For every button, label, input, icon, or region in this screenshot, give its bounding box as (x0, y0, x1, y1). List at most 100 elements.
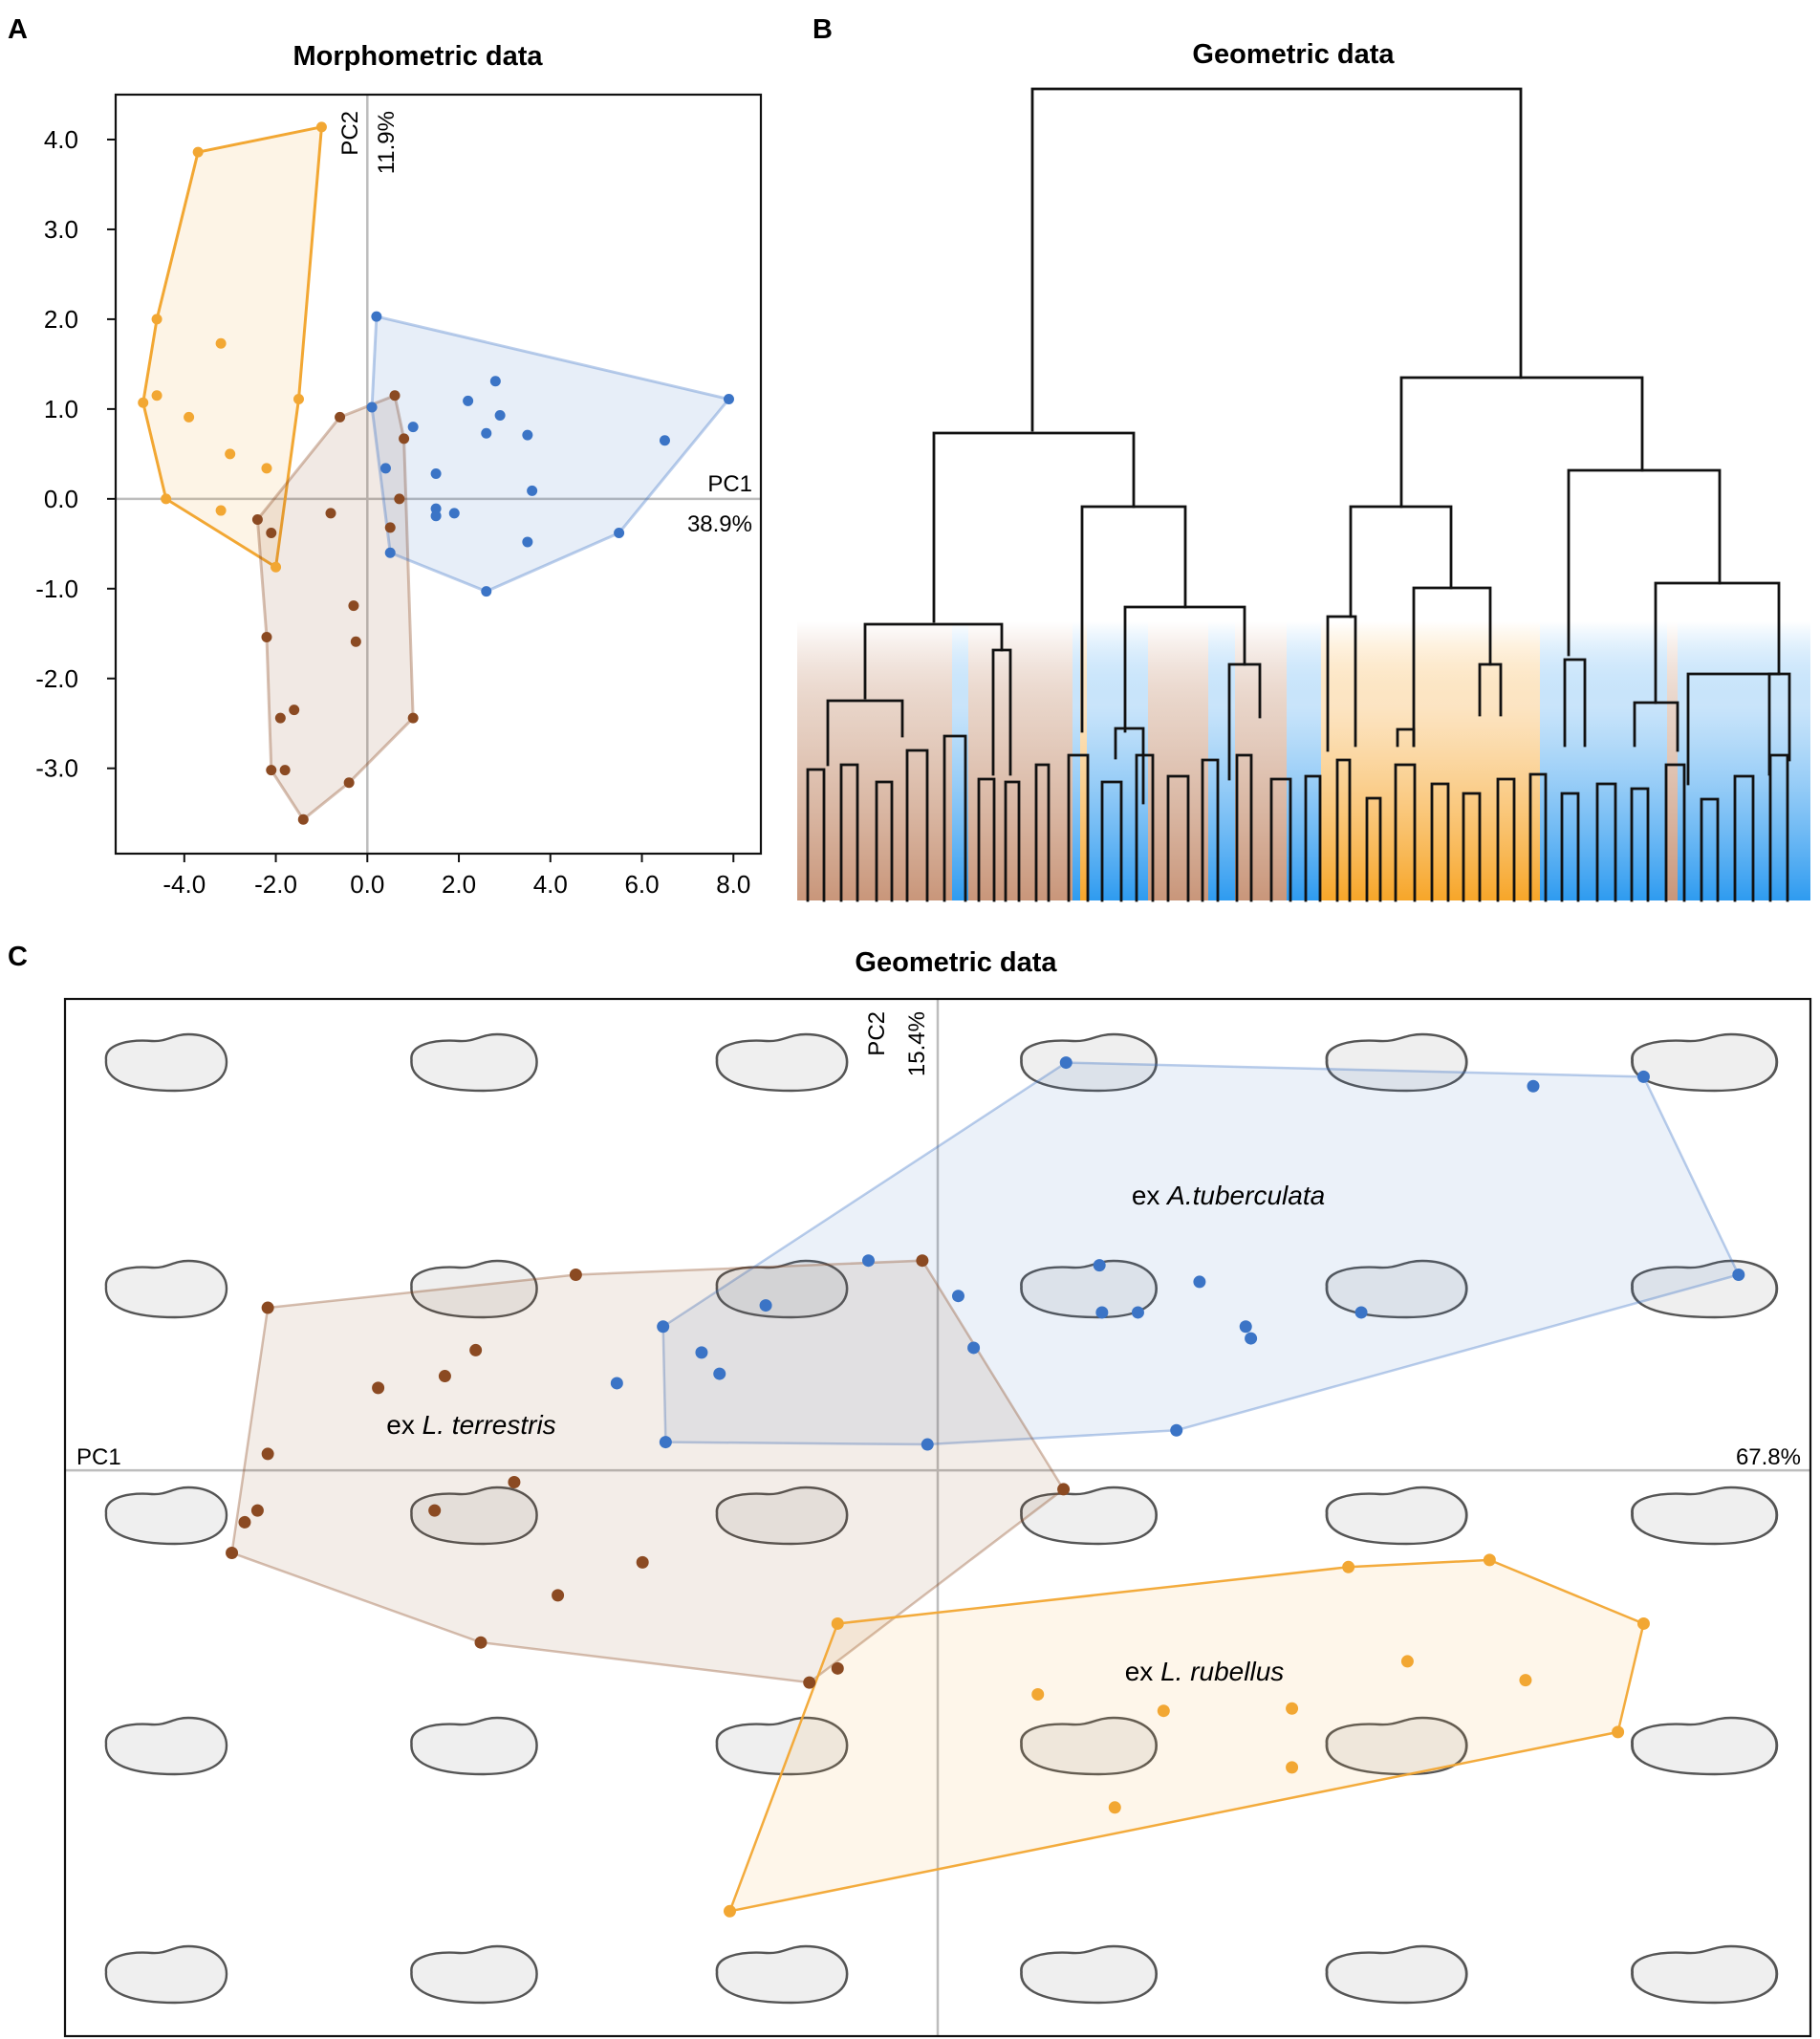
point-terrestris (266, 765, 277, 776)
dendrogram-band-terrestris (797, 621, 952, 900)
point-rubellus (1483, 1553, 1496, 1567)
point-tuberculata (861, 1254, 875, 1268)
dendrogram-branch (1396, 727, 1416, 748)
dendrogram-left-clade (932, 431, 1136, 623)
x-tick-label: 6.0 (624, 870, 659, 899)
point-terrestris (343, 777, 355, 789)
point-rubellus (315, 121, 327, 133)
point-tuberculata (1354, 1306, 1368, 1319)
point-tuberculata (614, 528, 625, 539)
shape-outline (1631, 1032, 1779, 1093)
point-tuberculata (430, 510, 442, 522)
dendrogram-leaf-pair (1304, 774, 1322, 902)
dendrogram-band-tuberculata (1087, 621, 1148, 900)
shape-outline (104, 1944, 228, 2005)
dendrogram-leaf-pair (1630, 787, 1650, 902)
dendrogram-leaf-pair (1664, 763, 1686, 902)
point-tuberculata (481, 427, 492, 439)
shape-outline (1020, 1259, 1159, 1319)
dendrogram-branch (1080, 505, 1187, 733)
dendrogram-leaf-pair (1496, 777, 1516, 902)
panel-a-pc2-label: PC2 (337, 111, 363, 156)
point-tuberculata (463, 395, 474, 406)
group-label-terrestris: ex L. terrestris (386, 1410, 555, 1440)
point-terrestris (289, 705, 300, 716)
x-tick-label: -2.0 (254, 870, 297, 899)
shape-outline (104, 1486, 228, 1546)
dendrogram-root (1030, 87, 1523, 432)
point-rubellus (1286, 1761, 1299, 1774)
point-terrestris (438, 1370, 451, 1383)
point-terrestris (335, 411, 346, 423)
point-terrestris (469, 1343, 483, 1356)
point-tuberculata (951, 1290, 964, 1303)
point-rubellus (215, 505, 227, 516)
point-tuberculata (967, 1341, 981, 1355)
dendrogram-branch (1654, 581, 1781, 705)
point-rubellus (192, 146, 204, 158)
point-tuberculata (659, 435, 670, 446)
shape-outline (1020, 1716, 1159, 1776)
panel-a-pc1-pct: 38.9% (687, 511, 752, 537)
dendrogram-branch (1686, 672, 1781, 786)
dendrogram-band-terrestris (1148, 621, 1208, 900)
point-tuberculata (1193, 1275, 1206, 1289)
point-terrestris (250, 1504, 264, 1517)
hull-tuberculata (370, 315, 732, 594)
panel-label-a: A (8, 14, 28, 45)
point-rubellus (271, 561, 282, 573)
shape-outline (1325, 1259, 1468, 1319)
shape-outline (715, 1944, 849, 2005)
dendrogram-branch (1123, 605, 1246, 733)
point-rubellus (1636, 1616, 1650, 1630)
point-rubellus (831, 1616, 844, 1630)
point-tuberculata (1239, 1320, 1252, 1334)
point-tuberculata (522, 536, 533, 548)
dendrogram-leaf-pair (1269, 777, 1292, 902)
dendrogram-leaf-pair (1067, 753, 1090, 902)
dendrogram-band-rubellus (1321, 621, 1540, 900)
panel-b-title: Geometric data (1192, 39, 1395, 70)
point-terrestris (384, 522, 396, 533)
point-rubellus (723, 1904, 736, 1918)
point-terrestris (803, 1676, 816, 1689)
point-rubellus (184, 411, 195, 423)
panel-a-pc1-label: PC1 (707, 471, 752, 497)
point-rubellus (1519, 1674, 1532, 1687)
dendrogram-band-terrestris (968, 621, 1072, 900)
point-tuberculata (921, 1438, 934, 1451)
panel-c-pc2-pct: 15.4% (904, 1011, 930, 1076)
shape-outline (1631, 1716, 1779, 1776)
dendrogram-leaf-pair (1365, 796, 1382, 902)
point-terrestris (552, 1589, 565, 1602)
dendrogram-leaf-pair (1462, 792, 1482, 902)
point-terrestris (226, 1546, 239, 1559)
dendrogram-leaf-pair (1733, 774, 1755, 902)
panel-c-pc2-label: PC2 (864, 1011, 890, 1056)
point-tuberculata (657, 1320, 670, 1334)
dendrogram-branch (1563, 658, 1587, 748)
point-tuberculata (522, 429, 533, 441)
panel-a-title: Morphometric data (292, 41, 543, 72)
x-tick-label: 4.0 (533, 870, 568, 899)
dendrogram-leaf-pair (977, 777, 996, 902)
y-tick-label: 4.0 (44, 125, 78, 154)
shape-outline (410, 1716, 538, 1776)
point-terrestris (350, 636, 361, 647)
shape-outline (1325, 1486, 1468, 1546)
point-rubellus (151, 314, 162, 325)
dendrogram-branch (1567, 468, 1722, 657)
dendrogram-leaf-pair (1235, 753, 1253, 902)
y-tick-label: 0.0 (44, 485, 78, 513)
dendrogram-band-tuberculata (1072, 621, 1080, 900)
dendrogram-branch (863, 622, 1004, 700)
point-rubellus (292, 394, 304, 405)
point-tuberculata (494, 409, 506, 421)
panel-c-frame (63, 997, 1812, 2038)
shape-outline (104, 1259, 228, 1319)
y-tick-label: 2.0 (44, 305, 78, 334)
point-terrestris (297, 813, 309, 825)
dendrogram-leaf-pair (1100, 780, 1123, 902)
dendrogram-branch (1412, 586, 1492, 748)
dendrogram-right-clade (1399, 376, 1644, 509)
